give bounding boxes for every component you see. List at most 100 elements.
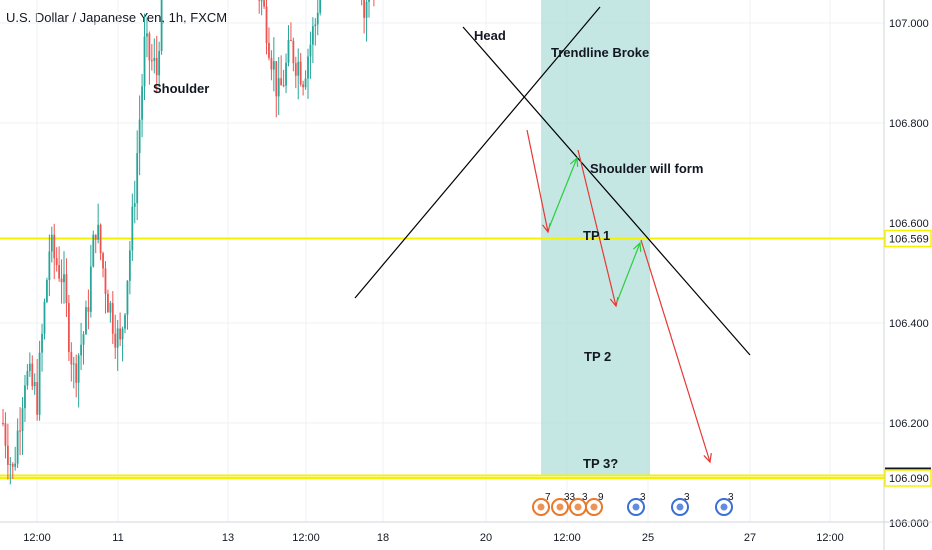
candle bbox=[104, 261, 107, 314]
candle bbox=[297, 48, 300, 100]
candle bbox=[304, 70, 307, 90]
shoulder-label: Shoulder bbox=[153, 81, 209, 96]
candle bbox=[94, 234, 97, 254]
event-count: 3 bbox=[582, 492, 588, 503]
candle bbox=[314, 18, 317, 46]
candle-body bbox=[104, 268, 107, 294]
event-dot bbox=[574, 503, 582, 511]
candle bbox=[307, 48, 309, 99]
candle-body bbox=[2, 423, 4, 424]
candle-body bbox=[92, 234, 95, 267]
level-tag: 106.090 bbox=[884, 469, 932, 487]
candle-body bbox=[119, 328, 122, 340]
candle-body bbox=[316, 12, 319, 25]
candle bbox=[319, 0, 322, 16]
chart-title: U.S. Dollar / Japanese Yen, 1h, FXCM bbox=[6, 10, 228, 25]
candle-body bbox=[158, 50, 161, 76]
candle-body bbox=[153, 57, 156, 61]
candle bbox=[28, 352, 31, 377]
candle bbox=[67, 295, 70, 361]
tp1-label: TP 1 bbox=[583, 228, 610, 243]
candle-body bbox=[368, 0, 370, 2]
candle bbox=[126, 280, 129, 330]
event-count: 7 bbox=[545, 492, 551, 503]
candle bbox=[258, 0, 261, 14]
candle-body bbox=[80, 344, 82, 356]
candle-body bbox=[277, 78, 280, 97]
y-tick-label: 106.200 bbox=[889, 418, 929, 430]
candle-body bbox=[107, 293, 109, 313]
event-count: 33 bbox=[564, 492, 576, 503]
candle-body bbox=[148, 33, 151, 61]
x-tick-label: 12:00 bbox=[292, 532, 320, 544]
candle-body bbox=[290, 40, 292, 42]
event-count: 3 bbox=[728, 492, 734, 503]
candle bbox=[21, 397, 24, 455]
up-arrow-head bbox=[633, 241, 642, 253]
candle-body bbox=[58, 264, 61, 279]
candle bbox=[316, 0, 319, 36]
candle-body bbox=[82, 334, 85, 345]
x-tick-label: 12:00 bbox=[816, 532, 844, 544]
candle bbox=[287, 25, 290, 67]
candle-body bbox=[260, 0, 263, 2]
candle bbox=[26, 364, 29, 390]
x-tick-label: 20 bbox=[480, 532, 492, 544]
candle bbox=[111, 291, 114, 345]
candle-body bbox=[314, 24, 317, 27]
y-tick-label: 106.600 bbox=[889, 218, 929, 230]
event-markers: 7 33 3 9 3 3 3 bbox=[532, 492, 734, 516]
candle-body bbox=[146, 33, 148, 37]
head-label: Head bbox=[474, 28, 506, 43]
candle-body bbox=[67, 303, 70, 353]
candle bbox=[55, 247, 58, 272]
candle-body bbox=[272, 61, 275, 70]
level-tag-text: 106.569 bbox=[889, 234, 929, 246]
event-dot bbox=[590, 503, 598, 511]
candle bbox=[89, 244, 92, 318]
candle bbox=[128, 240, 131, 295]
candle bbox=[268, 27, 270, 61]
candle bbox=[290, 22, 292, 42]
down-arrow-head bbox=[703, 453, 712, 464]
candle bbox=[82, 331, 85, 365]
candle-body bbox=[299, 61, 302, 85]
candle-body bbox=[6, 445, 9, 465]
candle-body bbox=[292, 40, 295, 64]
candle-body bbox=[33, 382, 36, 387]
uptrend-line bbox=[354, 6, 601, 299]
candle-body bbox=[297, 61, 300, 76]
event-marker: 3 bbox=[715, 492, 734, 516]
candle bbox=[114, 314, 117, 359]
candle bbox=[70, 342, 73, 382]
candle bbox=[11, 462, 14, 480]
candle-body bbox=[9, 464, 12, 466]
candle-body bbox=[36, 382, 39, 415]
event-dot bbox=[676, 503, 684, 511]
candle-body bbox=[4, 423, 7, 446]
x-tick-label: 12:00 bbox=[553, 532, 581, 544]
candle bbox=[87, 289, 90, 330]
candle bbox=[60, 259, 63, 304]
candle-body bbox=[16, 430, 19, 464]
candle bbox=[280, 55, 283, 86]
candle-body bbox=[160, 0, 163, 51]
shoulder-will-form-label: Shoulder will form bbox=[590, 161, 703, 176]
candle-body bbox=[116, 328, 119, 348]
candle-body bbox=[365, 1, 368, 18]
candle-body bbox=[77, 355, 80, 383]
candle bbox=[109, 300, 112, 323]
x-tick-label: 27 bbox=[744, 532, 756, 544]
candle-body bbox=[109, 303, 112, 313]
candle bbox=[97, 203, 100, 244]
candle-body bbox=[128, 250, 131, 281]
candle bbox=[99, 223, 102, 261]
candle bbox=[277, 56, 280, 116]
candle bbox=[80, 322, 82, 371]
candle bbox=[65, 258, 68, 317]
candle bbox=[141, 73, 143, 138]
event-marker: 3 bbox=[569, 492, 588, 516]
event-dot bbox=[720, 503, 728, 511]
trendline-broke-label: Trendline Broke bbox=[551, 45, 649, 60]
